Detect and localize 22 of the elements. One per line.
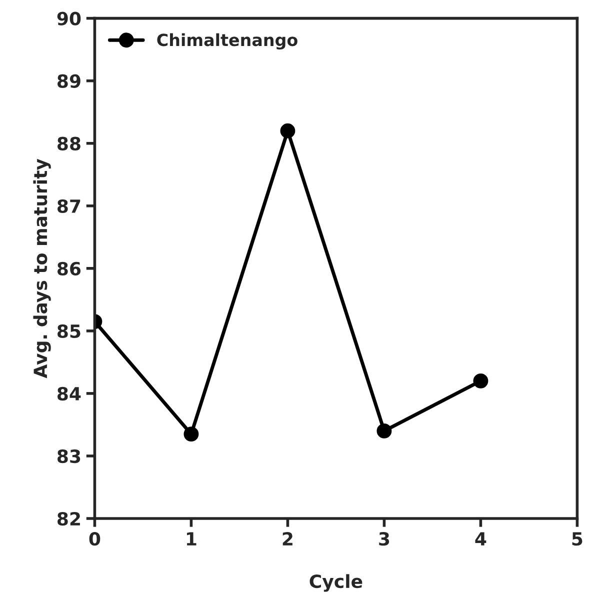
y-tick-label: 84 bbox=[58, 386, 81, 401]
point bbox=[184, 426, 199, 442]
y-tick-label: 87 bbox=[58, 199, 80, 213]
legend-label: Chimaltenango bbox=[157, 33, 298, 50]
y-tick-label: 86 bbox=[58, 262, 81, 276]
y-tick-label: 83 bbox=[58, 449, 80, 464]
x-tick-label: 2 bbox=[282, 532, 292, 546]
point bbox=[473, 373, 488, 388]
x-tick-label: 5 bbox=[572, 532, 582, 546]
x-tick-label: 0 bbox=[89, 532, 100, 546]
y-tick-label: 88 bbox=[58, 136, 80, 150]
x-tick-label: 1 bbox=[186, 532, 196, 546]
y-tick-label: 90 bbox=[57, 12, 81, 26]
y-tick-label: 89 bbox=[58, 74, 80, 88]
x-axis-title: Cycle bbox=[310, 574, 362, 592]
y-tick-label: 82 bbox=[58, 512, 80, 526]
y-axis-title: Avg. days to maturity bbox=[33, 158, 51, 378]
point bbox=[376, 424, 392, 438]
point bbox=[280, 123, 296, 138]
x-tick-label: 3 bbox=[379, 532, 390, 546]
x-tick-label: 4 bbox=[475, 532, 486, 546]
y-tick-label: 85 bbox=[58, 324, 80, 338]
